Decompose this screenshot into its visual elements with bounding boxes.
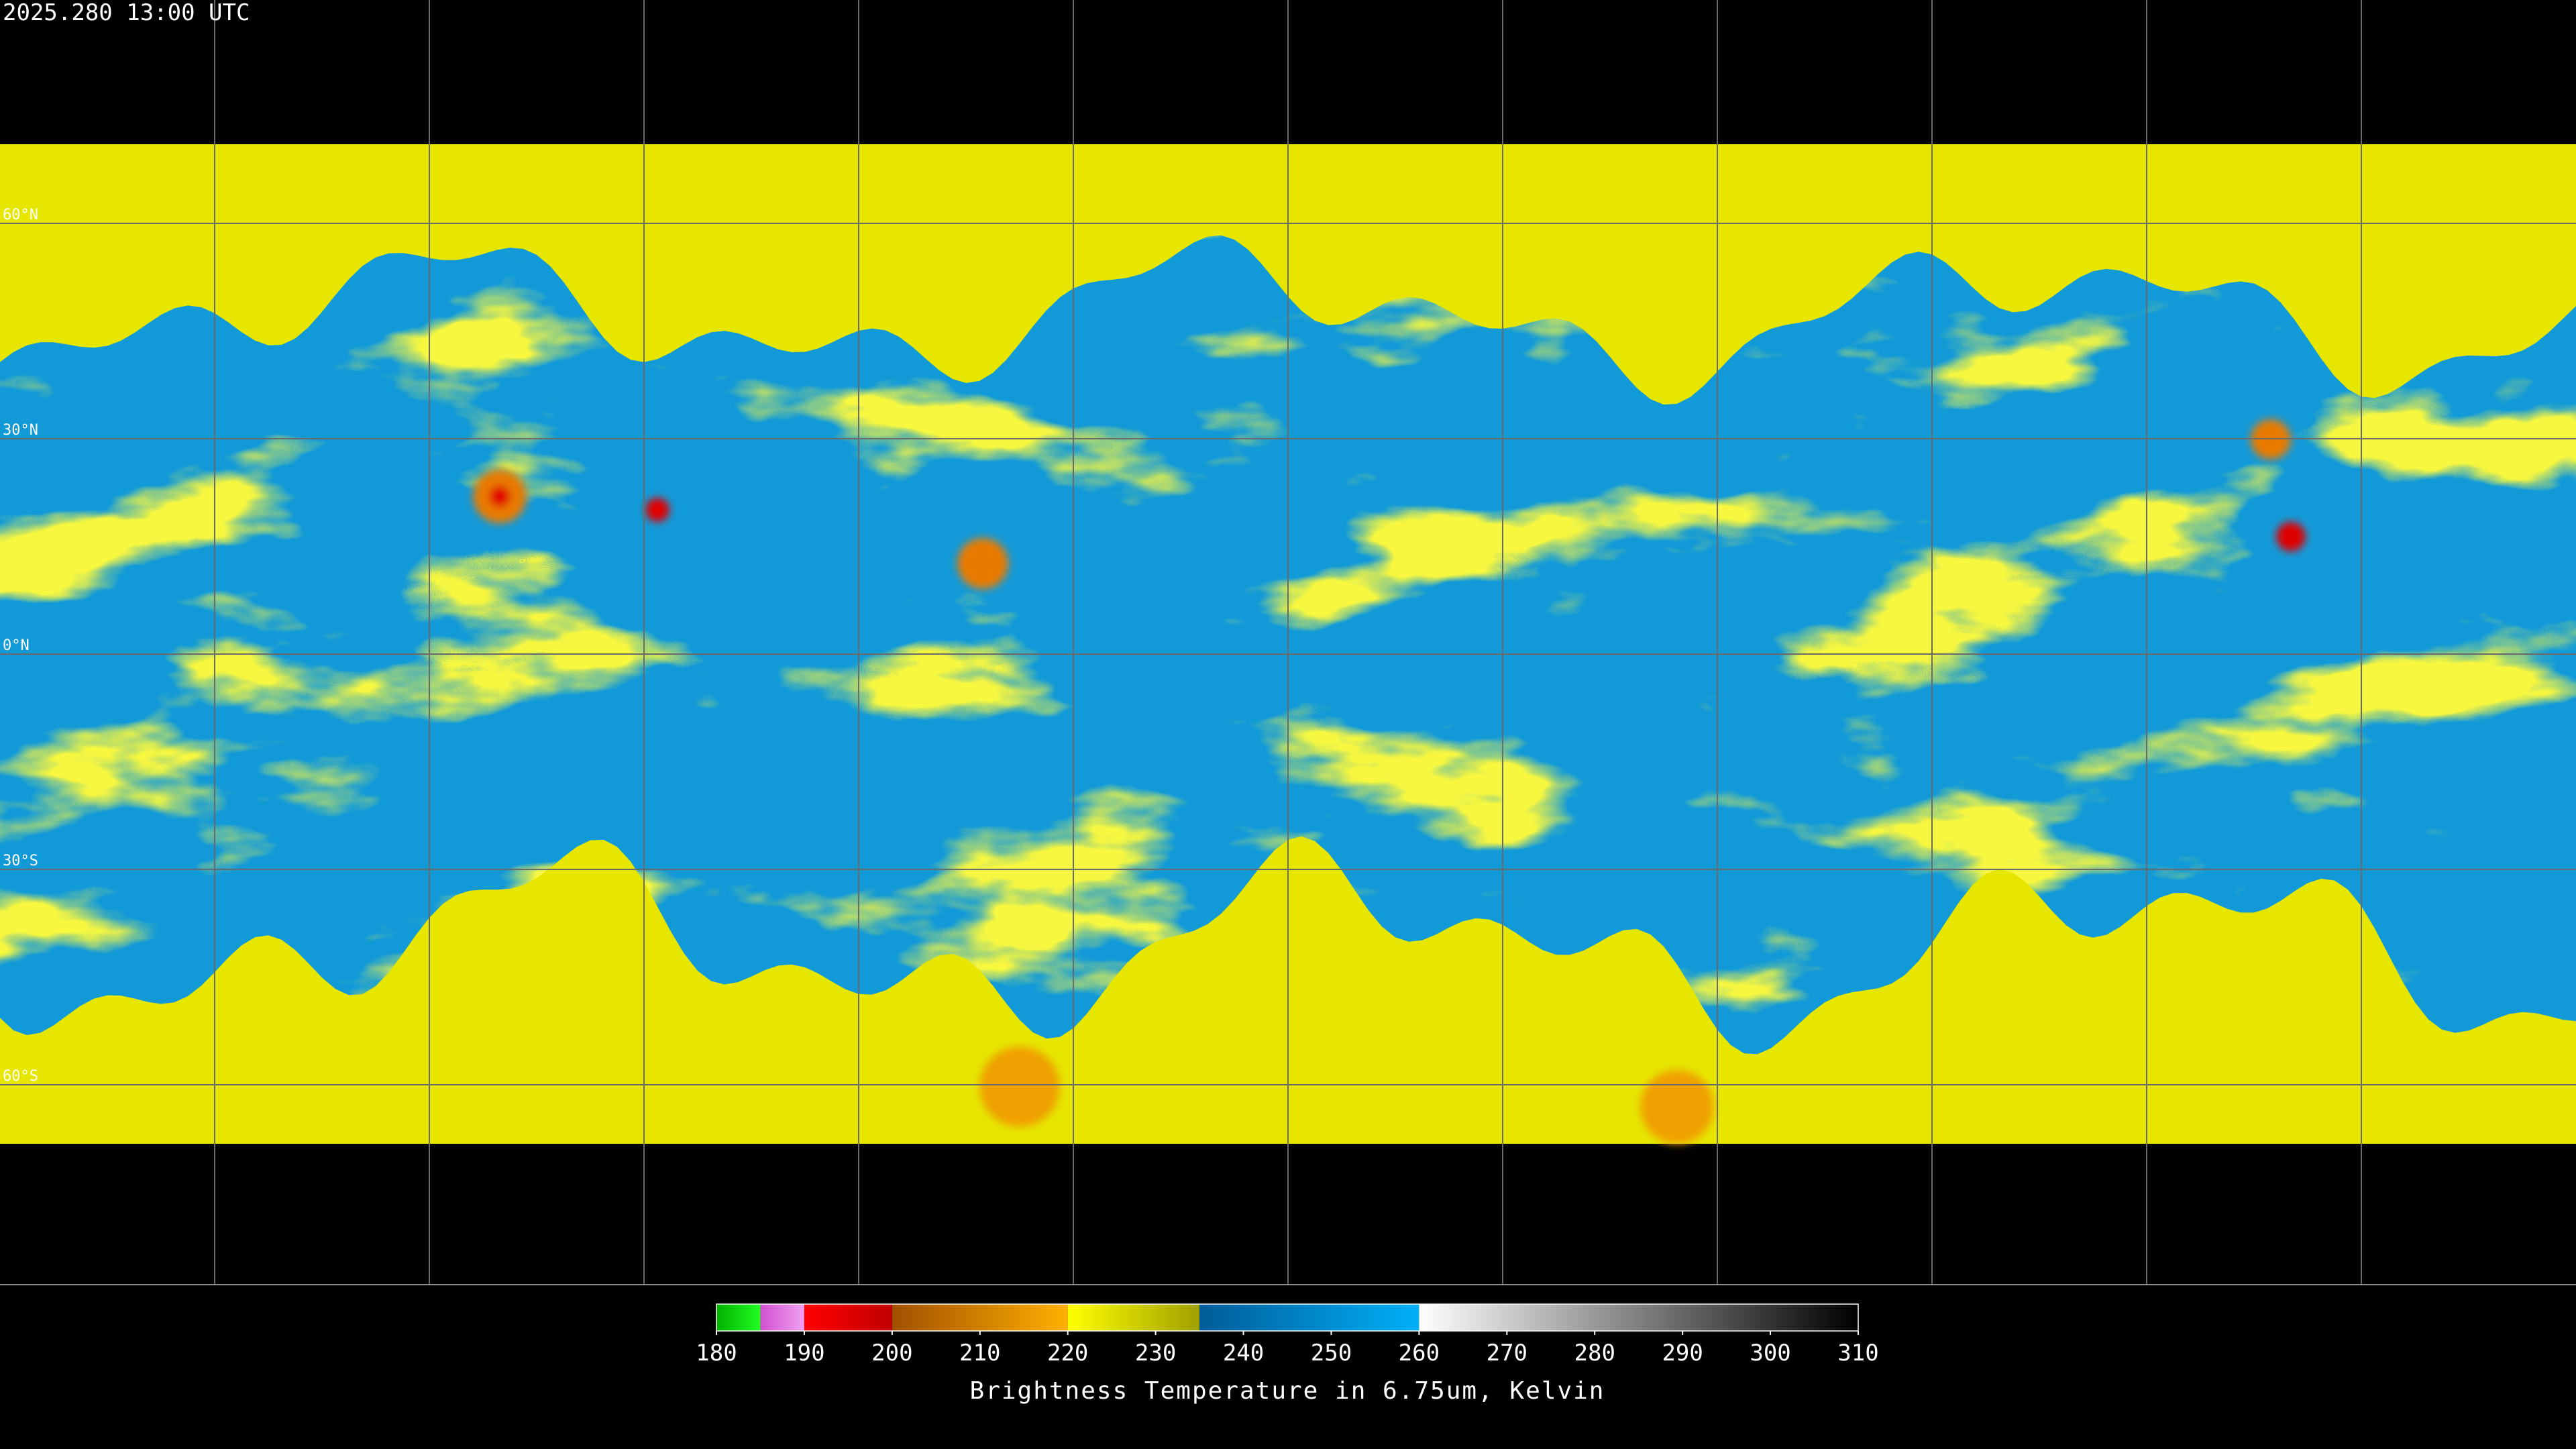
colorbar-segment	[1419, 1304, 1858, 1331]
latitude-labels: 60°N 30°N 0°N 30°S 60°S	[3, 207, 38, 1085]
cold-area	[979, 1046, 1060, 1127]
graticule	[0, 0, 2576, 1285]
colorbar-tick-label: 310	[1837, 1340, 1878, 1366]
storm	[489, 486, 511, 507]
colorbar-tick-label: 300	[1750, 1340, 1790, 1366]
colorbar-segment	[1199, 1304, 1419, 1331]
colorbar-tick-label: 190	[784, 1340, 824, 1366]
latitude-label: 30°S	[3, 853, 38, 869]
colorbar-segment	[760, 1304, 804, 1331]
colorbar-tick-label: 210	[959, 1340, 1000, 1366]
colorbar-segment	[804, 1304, 892, 1331]
colorbar: 180 190 200 210 220 230 240 250 260 270 280 290 300 3…	[696, 1303, 1879, 1366]
cold-area	[1640, 1070, 1714, 1144]
latitude-label: 30°N	[3, 422, 38, 439]
colorbar-tick-label: 200	[871, 1340, 912, 1366]
colorbar-frame	[716, 1303, 1859, 1332]
colorbar-tick-label: 230	[1135, 1340, 1176, 1366]
colorbar-tick-label: 240	[1223, 1340, 1264, 1366]
storm	[957, 538, 1008, 589]
colorbar-tick-label: 280	[1574, 1340, 1615, 1366]
storm	[2276, 522, 2306, 551]
storm-cores	[473, 419, 2306, 1144]
colorbar-tick-label: 270	[1487, 1340, 1527, 1366]
latitude-label: 60°N	[3, 207, 38, 223]
latitude-label: 0°N	[3, 637, 30, 654]
colorbar-tick-label: 180	[696, 1340, 737, 1366]
colorbar-label: Brightness Temperature in 6.75um, Kelvin	[970, 1377, 1605, 1405]
colorbar-tick-label: 290	[1662, 1340, 1703, 1366]
colorbar-segment	[1067, 1304, 1200, 1331]
timestamp: 2025.280 13:00 UTC	[3, 0, 250, 26]
colorbar-tick-label: 250	[1311, 1340, 1352, 1366]
colorbar-segment	[716, 1304, 761, 1331]
colorbar-segment	[892, 1304, 1068, 1331]
colorbar-tick-label: 260	[1399, 1340, 1440, 1366]
colorbar-tick-label: 220	[1047, 1340, 1088, 1366]
latitude-label: 60°S	[3, 1068, 38, 1085]
storm	[645, 498, 669, 522]
